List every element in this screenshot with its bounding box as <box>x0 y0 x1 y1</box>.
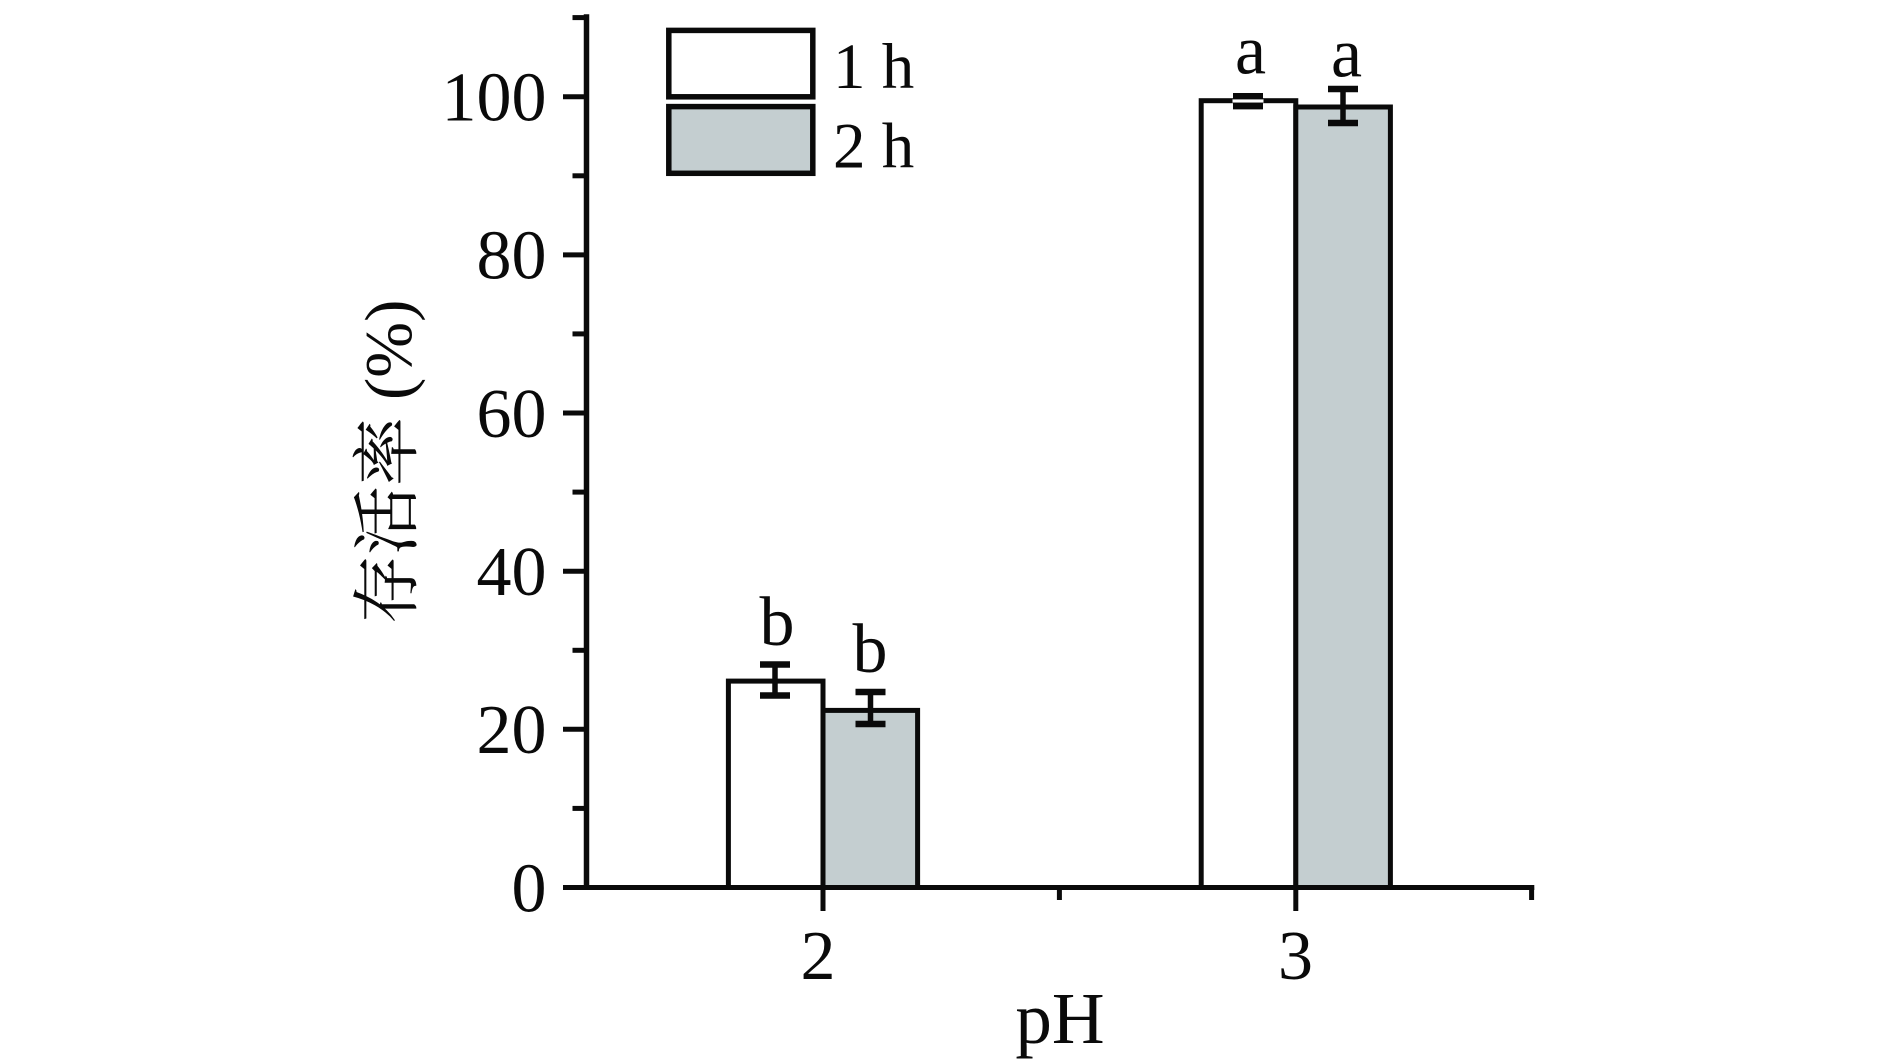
svg-text:80: 80 <box>477 218 547 295</box>
svg-text:20: 20 <box>477 692 547 769</box>
svg-text:b: b <box>853 611 888 688</box>
svg-text:0: 0 <box>512 850 547 927</box>
svg-text:1 h: 1 h <box>833 31 914 103</box>
svg-text:60: 60 <box>477 376 547 453</box>
svg-text:b: b <box>760 584 795 661</box>
svg-text:a: a <box>1235 13 1266 90</box>
svg-text:3: 3 <box>1278 918 1313 995</box>
svg-text:pH: pH <box>1015 978 1104 1059</box>
svg-text:40: 40 <box>477 534 547 611</box>
svg-text:2 h: 2 h <box>833 111 914 183</box>
svg-text:100: 100 <box>442 60 547 137</box>
svg-text:(%): (%) <box>352 300 426 400</box>
svg-text:a: a <box>1331 16 1362 93</box>
svg-text:2: 2 <box>801 918 836 995</box>
